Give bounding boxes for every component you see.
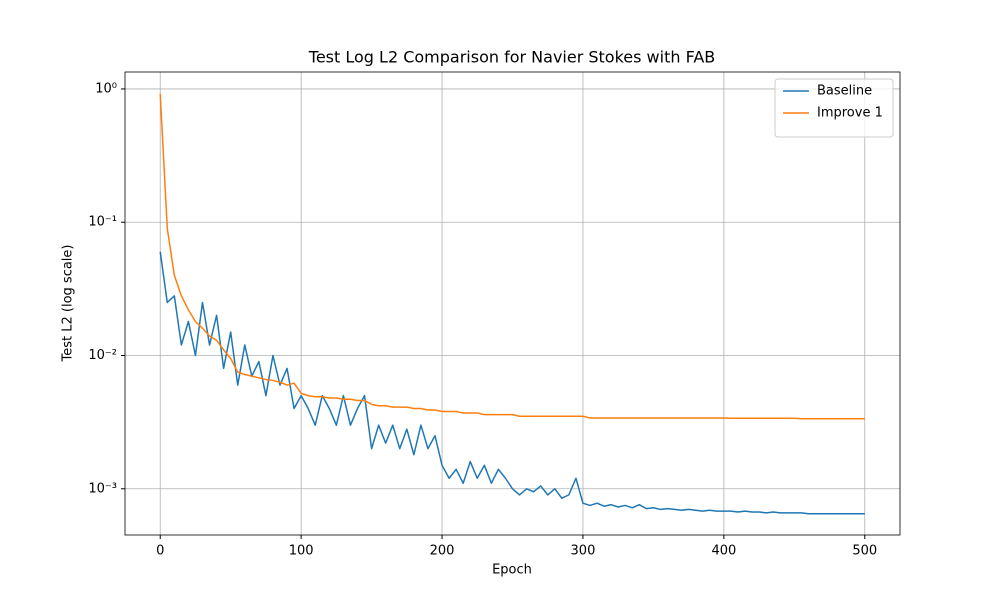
x-axis-label: Epoch [492,563,532,578]
x-tick-label: 200 [430,544,455,559]
y-tick-label: 10⁰ [95,81,117,96]
y-axis-label: Test L2 (log scale) [61,245,76,363]
x-tick-label: 400 [711,544,736,559]
series-line [159,93,865,420]
y-tick-label: 10⁻¹ [88,215,117,230]
legend-label: Baseline [817,84,872,99]
chart-title: Test Log L2 Comparison for Navier Stokes… [308,48,715,67]
legend-label: Improve 1 [817,106,883,121]
y-tick-label: 10⁻² [88,348,117,363]
x-tick-label: 300 [571,544,596,559]
legend-box [774,78,894,138]
plot-frame [124,71,901,536]
x-tick-label: 100 [289,544,314,559]
x-tick-label: 0 [156,544,164,559]
y-tick-label: 10⁻³ [88,481,117,496]
x-tick-label: 500 [852,544,877,559]
series-line [159,251,865,515]
